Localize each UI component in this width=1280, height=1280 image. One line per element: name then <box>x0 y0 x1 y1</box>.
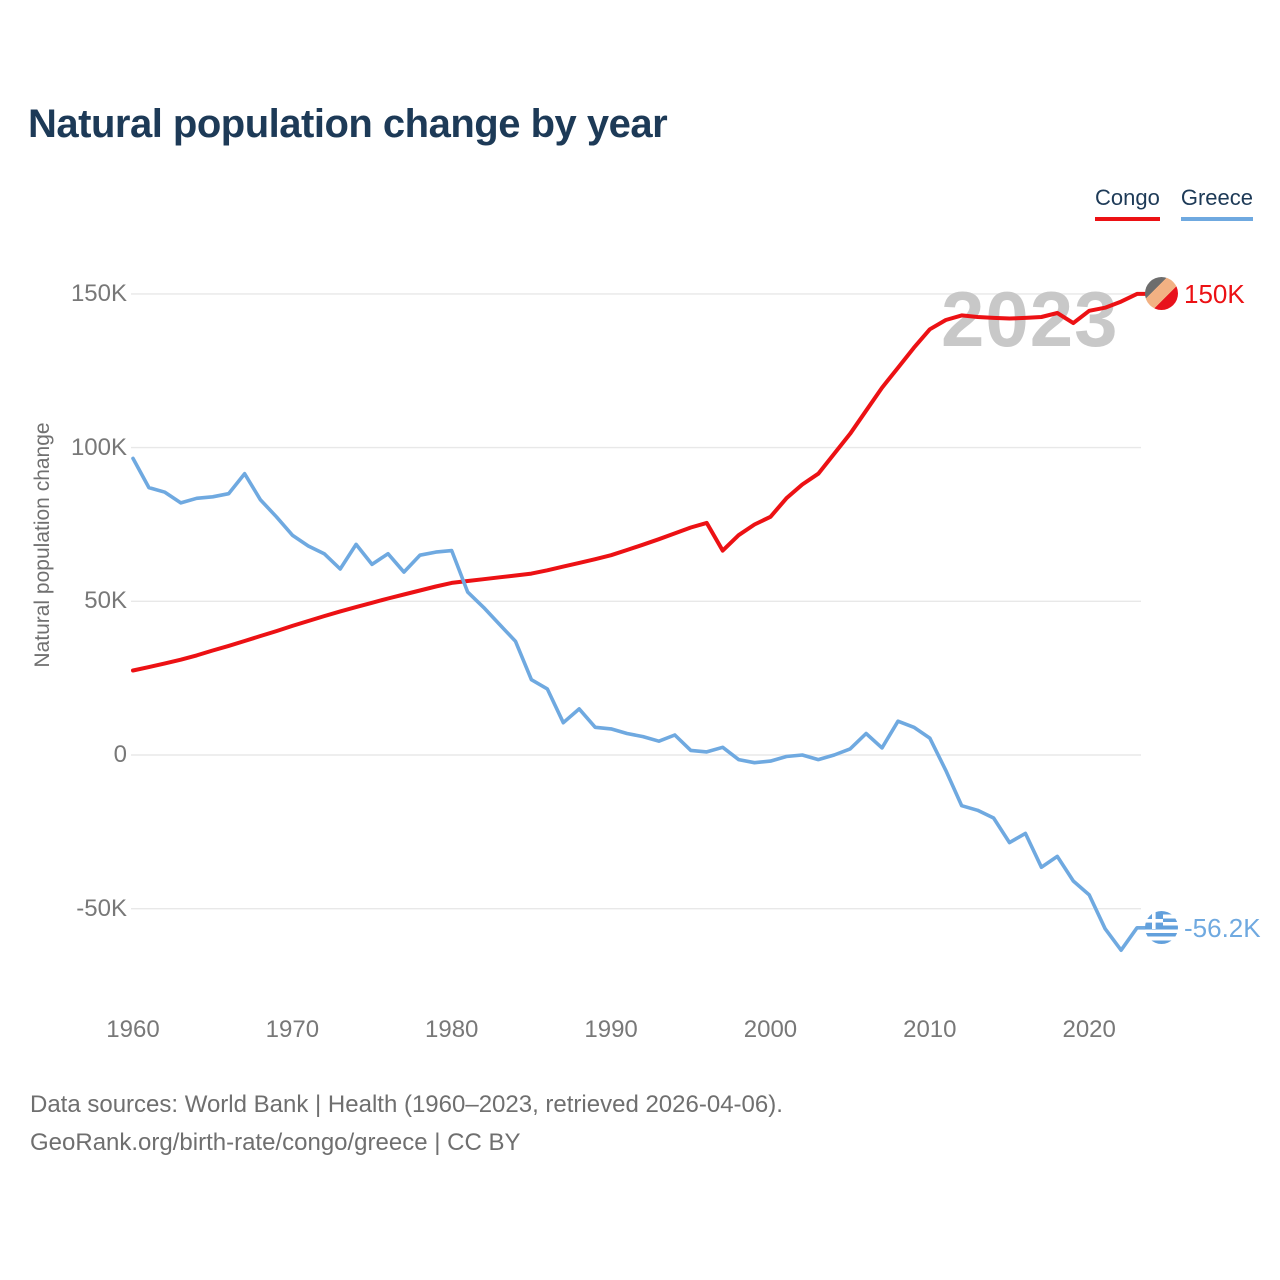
legend-item-greece[interactable]: Greece <box>1180 185 1253 221</box>
legend-label-greece: Greece <box>1180 185 1253 210</box>
y-tick-label: 50K <box>84 587 127 615</box>
legend-label-congo: Congo <box>1095 185 1160 210</box>
series-line-congo[interactable] <box>131 291 1149 673</box>
page-title: Natural population change by year <box>28 102 668 146</box>
x-tick-label: 1980 <box>425 1016 479 1043</box>
greece-flag-icon <box>1145 911 1178 945</box>
end-value-label-congo: 150K <box>1184 278 1245 309</box>
legend: Congo Greece <box>1095 185 1253 221</box>
footer-attribution: GeoRank.org/birth-rate/congo/greece | CC… <box>30 1129 521 1156</box>
y-tick-label: 0 <box>113 741 127 768</box>
congo-flag-icon <box>1145 277 1178 311</box>
y-tick-label: 150K <box>70 279 127 307</box>
end-value-label-greece: -56.2K <box>1184 912 1261 943</box>
x-tick-label: 2010 <box>903 1016 957 1043</box>
footer-data-sources: Data sources: World Bank | Health (1960–… <box>30 1091 783 1118</box>
x-tick-label: 2020 <box>1062 1016 1116 1043</box>
x-tick-label: 1990 <box>584 1016 638 1043</box>
x-tick-label: 1960 <box>106 1016 160 1043</box>
legend-item-congo[interactable]: Congo <box>1095 185 1160 221</box>
x-tick-label: 1970 <box>265 1016 320 1043</box>
series-line-greece[interactable] <box>131 456 1149 953</box>
y-tick-label: 100K <box>70 433 127 461</box>
footer: Data sources: World Bank | Health (1960–… <box>30 1086 783 1162</box>
x-tick-label: 2000 <box>743 1016 798 1043</box>
y-tick-label: -50K <box>76 894 127 922</box>
